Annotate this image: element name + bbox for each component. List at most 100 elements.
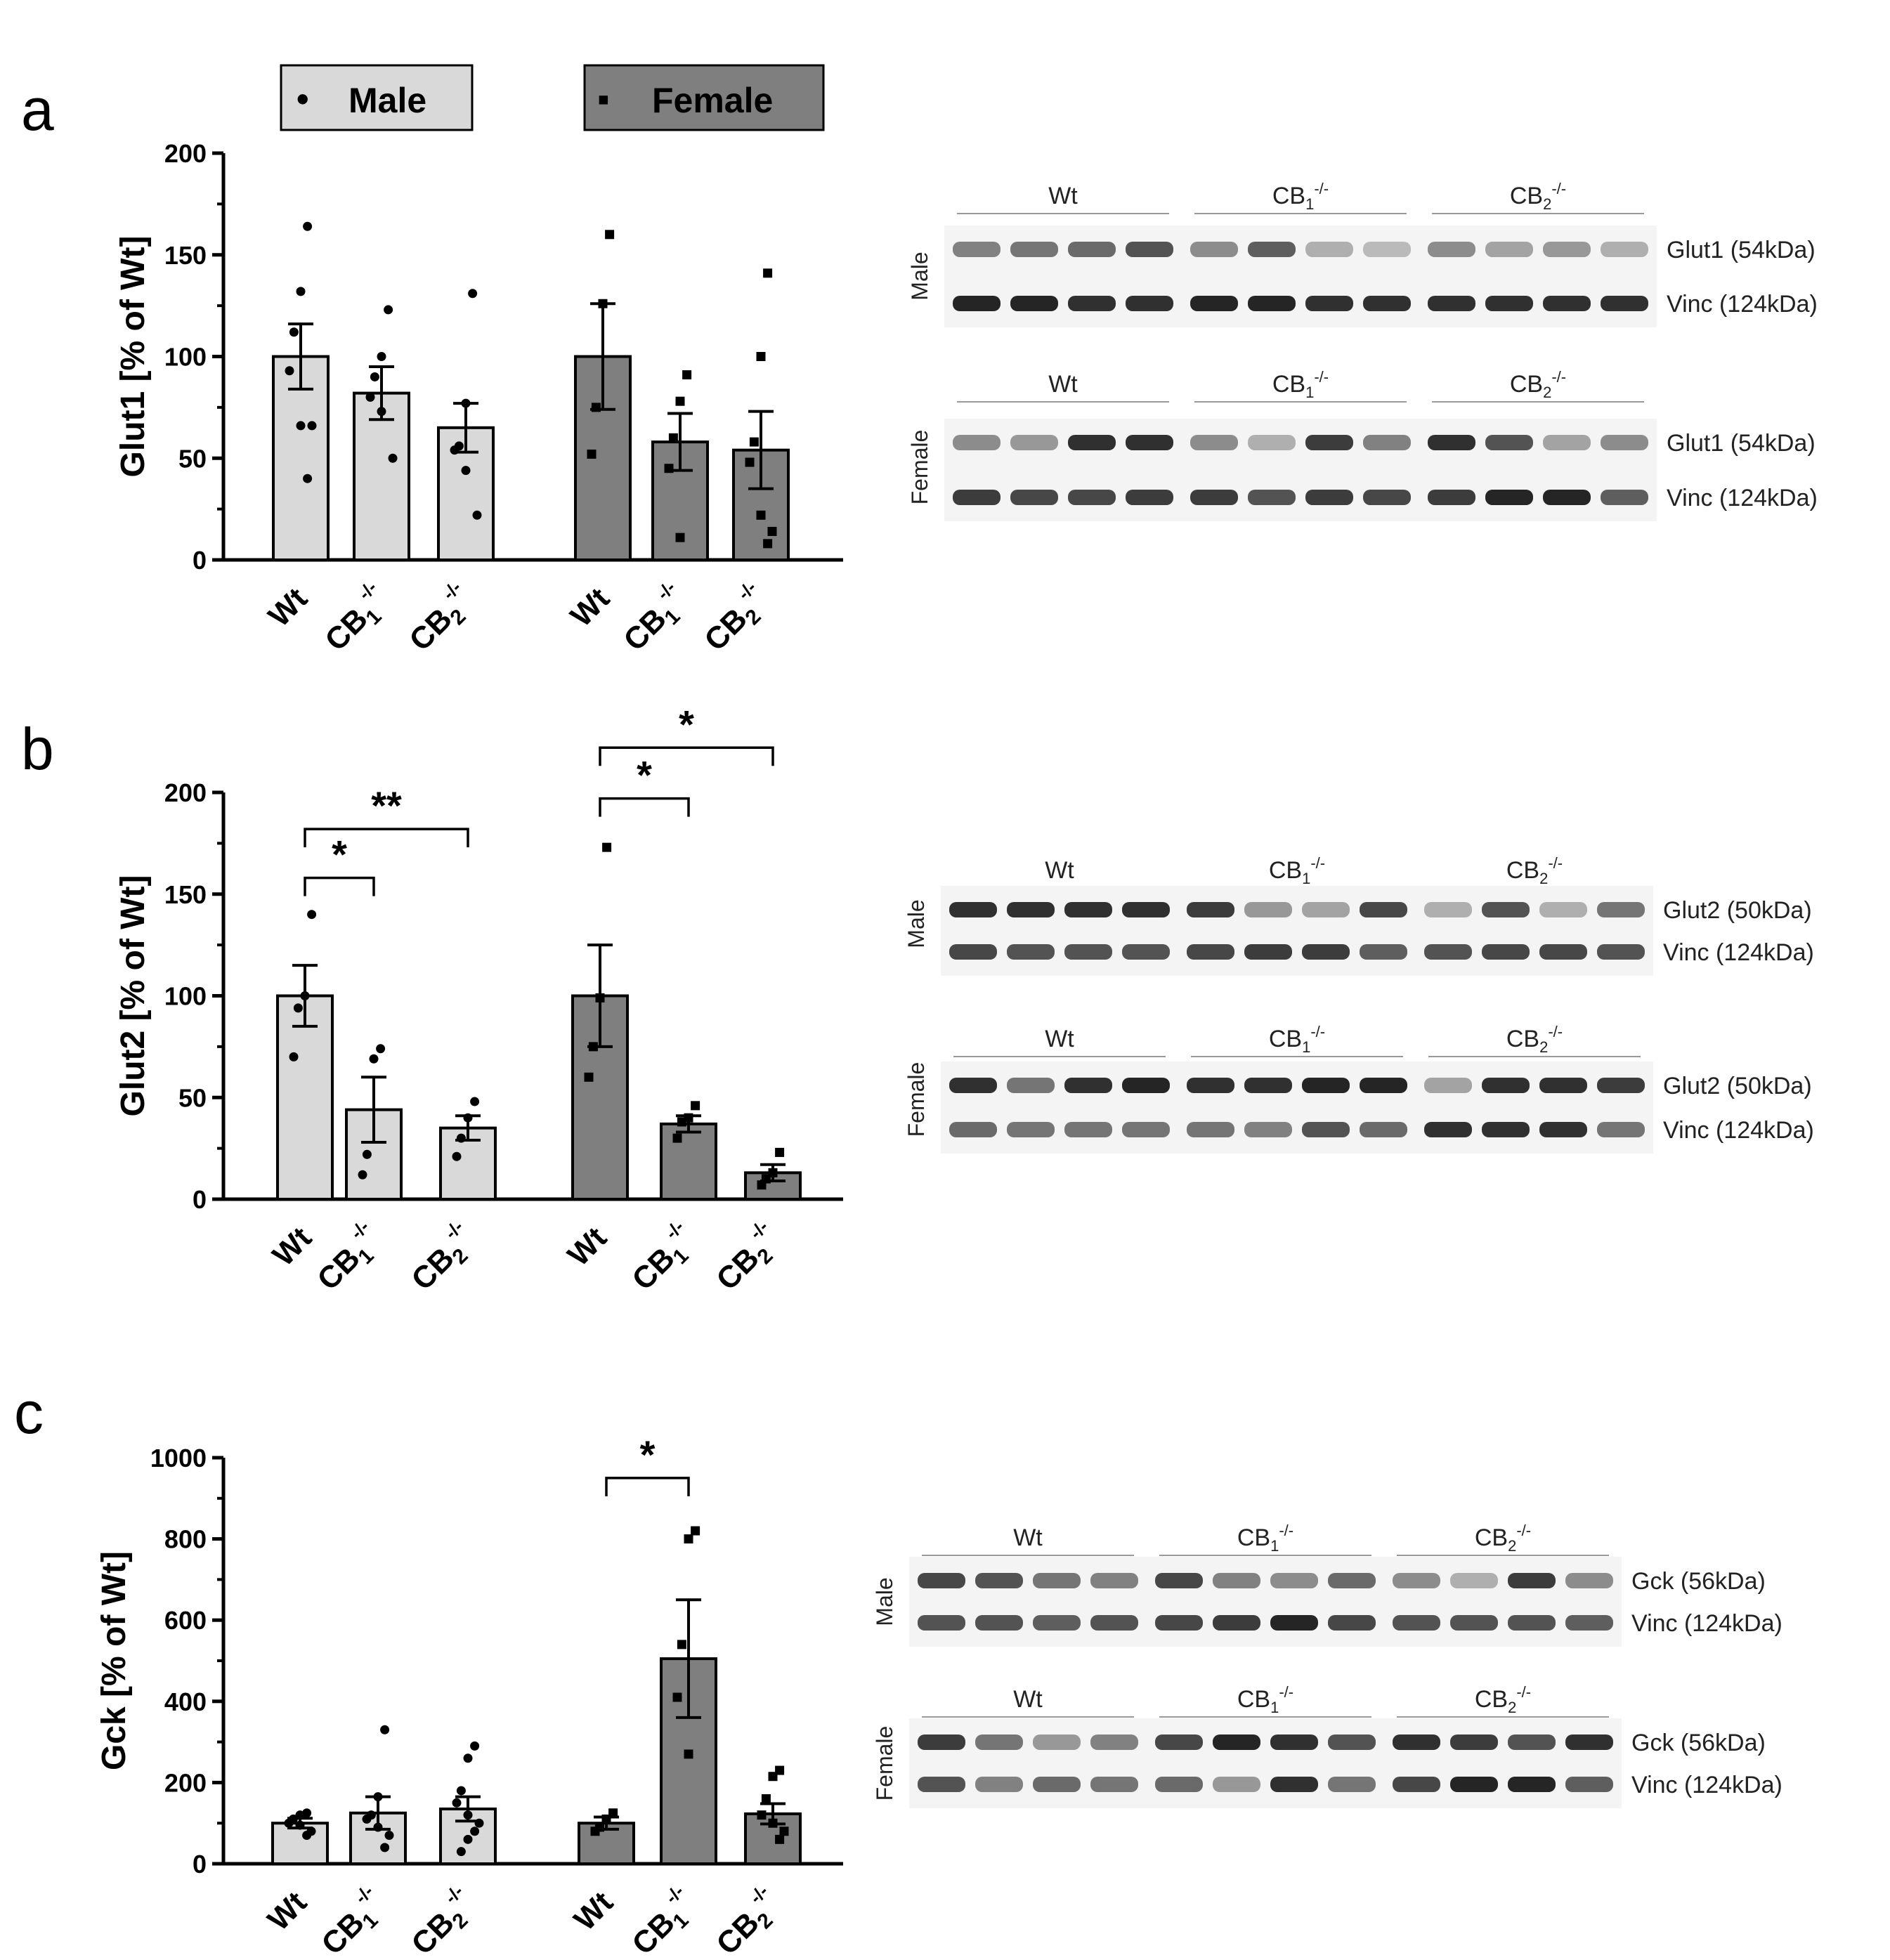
significance-label: * xyxy=(640,1432,656,1477)
blot-band xyxy=(949,944,997,960)
data-point-female xyxy=(595,993,605,1002)
blot-band xyxy=(1033,1777,1081,1792)
blot-band xyxy=(1068,435,1116,450)
data-point-female xyxy=(677,1117,686,1127)
blot-row-label: Glut1 (54kDa) xyxy=(1667,430,1816,457)
data-point-female xyxy=(684,1534,693,1544)
data-point-male xyxy=(373,1792,383,1802)
blot-band xyxy=(953,490,1001,505)
blot-band xyxy=(1360,1122,1407,1137)
blot-side-label: Male xyxy=(907,251,932,300)
blot-band xyxy=(1090,1573,1138,1588)
blot-band xyxy=(1424,944,1472,960)
blot-band xyxy=(1122,902,1170,917)
blot-band xyxy=(1244,944,1292,960)
data-point-male xyxy=(284,1818,294,1828)
blot-band xyxy=(1090,1615,1138,1631)
blot-band xyxy=(1428,242,1475,257)
y-tick-label: 100 xyxy=(164,982,207,1011)
blot-band xyxy=(1248,435,1296,450)
y-axis-label: Glut1 [% of Wt] xyxy=(115,236,152,478)
data-point-male xyxy=(456,1847,466,1857)
blot-band xyxy=(949,902,997,917)
y-tick-label: 0 xyxy=(193,1185,207,1214)
blot-band xyxy=(1190,242,1238,257)
y-tick-label: 100 xyxy=(164,343,207,372)
legend-male-marker: • xyxy=(296,79,309,119)
blot-band xyxy=(1565,1777,1613,1792)
data-point-male xyxy=(377,352,386,361)
blot-band xyxy=(1508,1573,1556,1588)
blot-band xyxy=(1485,490,1533,505)
blot-header-label: CB1-/- xyxy=(1269,854,1325,887)
blot-band xyxy=(1597,1122,1645,1137)
data-point-male xyxy=(461,466,471,476)
legend: • Male ▪ Female xyxy=(280,64,825,131)
y-tick-label: 400 xyxy=(164,1687,207,1716)
data-point-male xyxy=(452,1798,462,1808)
blot-band xyxy=(1305,435,1353,450)
bar xyxy=(660,1122,717,1201)
blot-band xyxy=(1213,1573,1260,1588)
blot-band xyxy=(1508,1777,1556,1792)
blot-membrane xyxy=(941,1061,1653,1154)
blot-band xyxy=(1424,1122,1472,1137)
blot-band xyxy=(1597,1078,1645,1093)
blot-band xyxy=(1010,490,1058,505)
data-point-male xyxy=(376,1044,386,1054)
blot-band xyxy=(1597,902,1645,917)
data-point-male xyxy=(296,421,306,431)
legend-male-label: Male xyxy=(348,81,426,120)
blot-band xyxy=(1190,435,1238,450)
data-point-male xyxy=(293,1003,303,1013)
data-point-female xyxy=(584,1072,594,1082)
data-point-male xyxy=(362,1149,372,1159)
blot-band xyxy=(1539,1122,1587,1137)
blot-c-female: Wt CB1-/- CB2-/- Gck (56kDa) Vinc (124kDa) Fe… xyxy=(872,1683,1783,1808)
blot-band xyxy=(1305,242,1353,257)
blot-band xyxy=(918,1734,965,1750)
blot-band xyxy=(1363,435,1411,450)
blot-band xyxy=(1393,1777,1440,1792)
data-point-male xyxy=(452,1151,462,1161)
x-category-label: Wt xyxy=(266,1220,319,1273)
blot-row-label: Vinc (124kDa) xyxy=(1631,1610,1783,1637)
blot-a-female: Wt CB1-/- CB2-/- Glut1 (54kDa) Vinc (124kDa)… xyxy=(907,368,1818,521)
blot-header-label: Wt xyxy=(1048,371,1078,398)
data-point-male xyxy=(303,221,313,231)
data-point-female xyxy=(598,299,608,308)
data-point-male xyxy=(463,1834,473,1844)
blot-header-label: CB2-/- xyxy=(1475,1683,1531,1716)
blot-band xyxy=(1010,242,1058,257)
blot-band xyxy=(1543,435,1591,450)
blot-membrane xyxy=(941,886,1653,976)
blot-membrane xyxy=(944,226,1657,327)
blot-header-label: CB1-/- xyxy=(1237,1522,1293,1555)
y-tick-label: 200 xyxy=(164,1768,207,1797)
blot-band xyxy=(1190,490,1238,505)
blot-band xyxy=(975,1615,1023,1631)
data-point-male xyxy=(388,453,398,463)
significance-label: * xyxy=(332,832,347,877)
blot-band xyxy=(1565,1615,1613,1631)
blot-side-label: Male xyxy=(872,1577,897,1626)
y-tick-label: 150 xyxy=(164,241,207,270)
data-point-male xyxy=(463,1113,473,1123)
x-category-label: CB1-/- xyxy=(621,1216,705,1300)
y-axis-label: Glut2 [% of Wt] xyxy=(115,875,152,1117)
blot-band xyxy=(1328,1734,1376,1750)
blot-band xyxy=(1122,1078,1170,1093)
blot-band xyxy=(1155,1777,1203,1792)
data-point-male xyxy=(474,1818,484,1828)
data-point-male xyxy=(289,1052,299,1061)
blot-band xyxy=(1360,1078,1407,1093)
data-point-female xyxy=(587,449,597,459)
blot-band xyxy=(1450,1573,1498,1588)
data-point-male xyxy=(365,392,375,402)
significance-label: * xyxy=(679,702,694,746)
data-point-female xyxy=(768,1772,778,1782)
blot-row-label: Glut2 (50kDa) xyxy=(1663,1073,1812,1099)
blot-band xyxy=(1450,1615,1498,1631)
legend-male-box xyxy=(280,64,474,131)
blot-band xyxy=(1328,1573,1376,1588)
